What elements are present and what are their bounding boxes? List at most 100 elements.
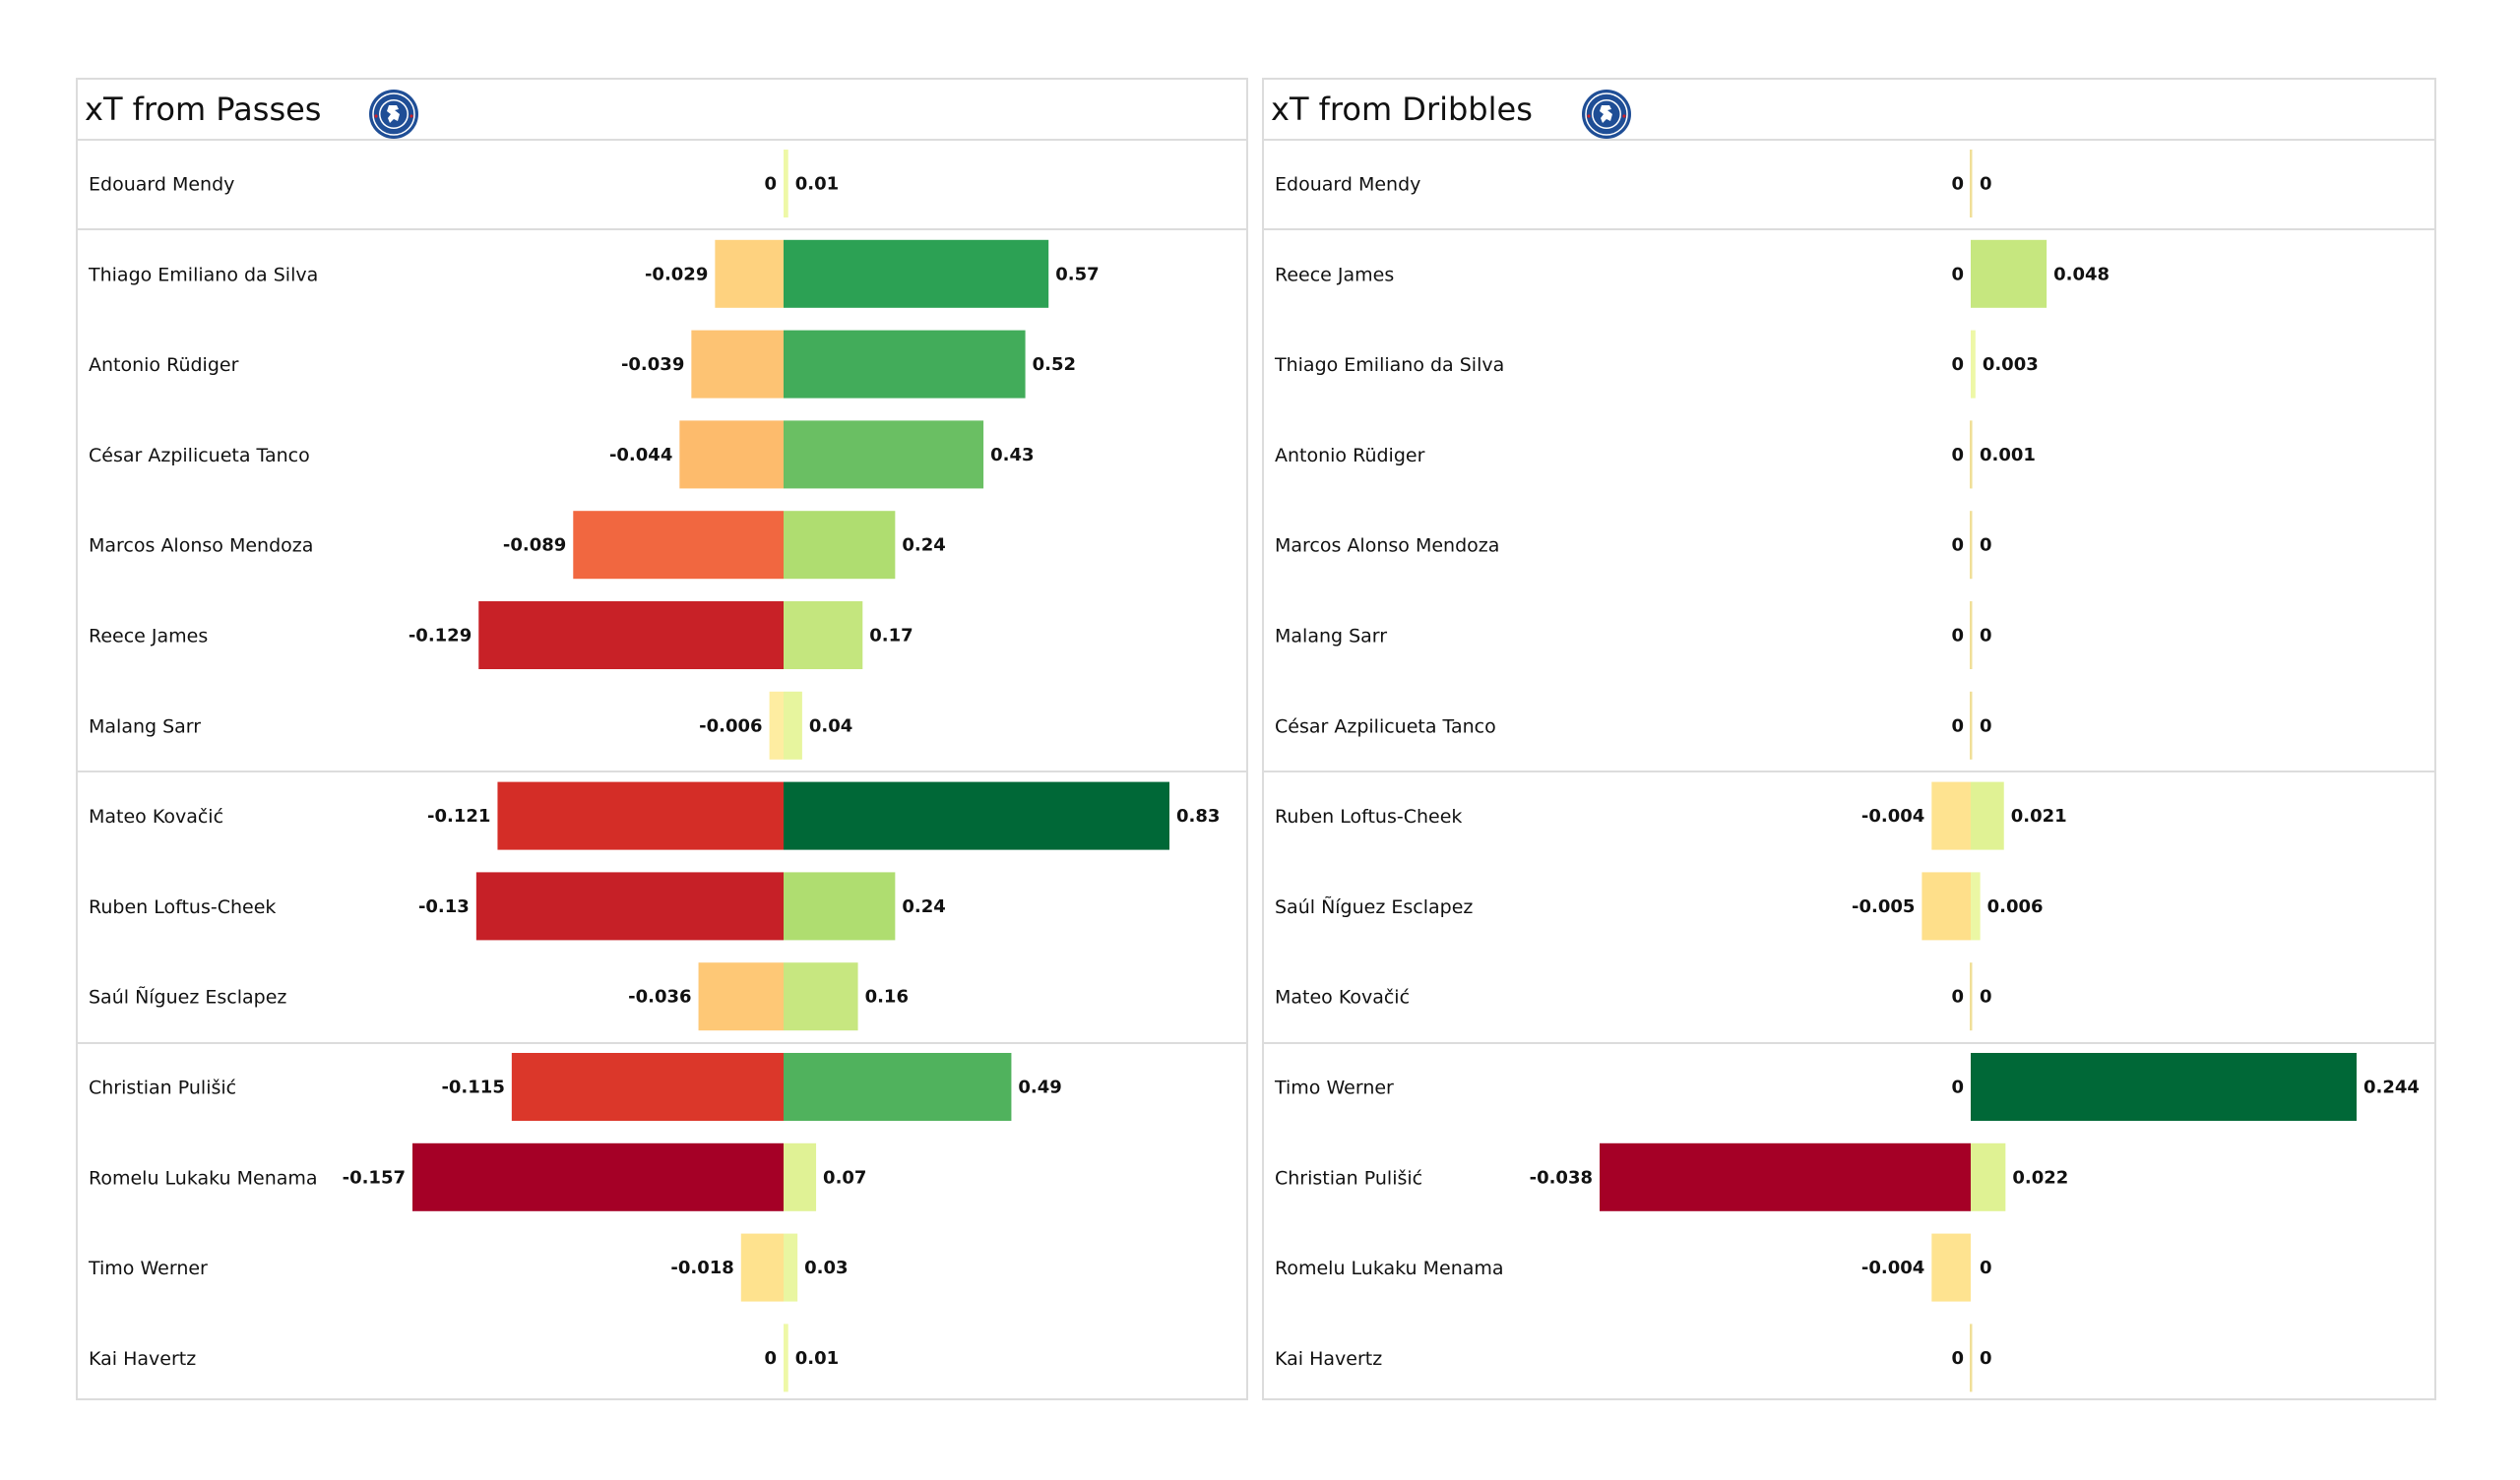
player-name: Thiago Emiliano da Silva (88, 264, 318, 285)
positive-bar (784, 1142, 817, 1211)
positive-bar (1971, 330, 1976, 399)
player-row: César Azpilicueta Tanco 0 0 (1275, 691, 1992, 760)
negative-value-label: 0 (1951, 987, 1964, 1008)
negative-value-label: -0.157 (343, 1167, 406, 1188)
player-row: Saúl Ñíguez Esclapez -0.005 0.006 (1275, 872, 2044, 941)
player-name: Malang Sarr (89, 715, 201, 737)
group-divider (1264, 228, 2434, 231)
player-row: Reece James 0 0.048 (1275, 239, 2110, 308)
zero-line (1970, 150, 1973, 217)
player-row: César Azpilicueta Tanco -0.044 0.43 (89, 420, 1035, 489)
negative-value-label: 0 (1951, 354, 1964, 375)
positive-value-label: 0.07 (823, 1167, 866, 1188)
positive-bar (784, 150, 788, 217)
group-divider (78, 771, 1246, 773)
player-name: Marcos Alonso Mendoza (1275, 535, 1499, 557)
positive-bar (1971, 781, 2004, 850)
positive-bar (1971, 872, 1981, 941)
player-row: Saúl Ñíguez Esclapez -0.036 0.16 (89, 962, 909, 1031)
player-row: Ruben Loftus-Cheek -0.13 0.24 (89, 872, 946, 941)
player-row: Mateo Kovačić -0.121 0.83 (89, 781, 1220, 850)
positive-value-label: 0 (1980, 1348, 1992, 1369)
positive-value-label: 0.49 (1018, 1078, 1061, 1098)
zero-line (1970, 1324, 1973, 1392)
player-row: Antonio Rüdiger 0 0.001 (1275, 420, 2036, 489)
player-row: Marcos Alonso Mendoza 0 0 (1275, 511, 1992, 580)
player-row: Thiago Emiliano da Silva -0.029 0.57 (88, 239, 1100, 308)
negative-value-label: -0.044 (609, 445, 672, 465)
negative-bar (691, 330, 784, 399)
negative-value-label: -0.115 (441, 1078, 504, 1098)
zero-line (1970, 691, 1973, 760)
player-name: Timo Werner (88, 1258, 208, 1279)
positive-value-label: 0.04 (809, 715, 852, 736)
player-name: Saúl Ñíguez Esclapez (89, 986, 286, 1009)
positive-bar (784, 420, 984, 489)
player-row: Malang Sarr -0.006 0.04 (89, 691, 852, 760)
positive-bar (1971, 1142, 2006, 1211)
negative-value-label: 0 (1951, 264, 1964, 284)
player-row: Thiago Emiliano da Silva 0 0.003 (1274, 330, 2039, 399)
player-row: Timo Werner 0 0.244 (1274, 1053, 2420, 1121)
negative-bar (1600, 1142, 1971, 1211)
negative-value-label: -0.121 (427, 806, 490, 827)
group-divider (78, 1041, 1246, 1044)
positive-value-label: 0.24 (902, 535, 945, 556)
positive-value-label: 0.17 (869, 626, 913, 647)
negative-bar (1922, 872, 1971, 941)
player-name: Ruben Loftus-Cheek (89, 896, 276, 918)
player-name: Romelu Lukaku Menama (89, 1167, 318, 1189)
negative-bar (740, 1233, 784, 1302)
player-row: Edouard Mendy 0 0.01 (89, 150, 839, 217)
negative-value-label: -0.004 (1861, 806, 1924, 827)
negative-bar (511, 1053, 784, 1121)
positive-bar (784, 511, 896, 580)
player-row: Malang Sarr 0 0 (1275, 601, 1992, 669)
player-row: Ruben Loftus-Cheek -0.004 0.021 (1275, 781, 2067, 850)
negative-bar (573, 511, 784, 580)
negative-value-label: -0.004 (1861, 1258, 1924, 1278)
negative-value-label: -0.038 (1530, 1167, 1593, 1188)
negative-bar (412, 1142, 784, 1211)
player-name: Romelu Lukaku Menama (1275, 1258, 1504, 1279)
negative-value-label: 0 (764, 174, 777, 195)
positive-value-label: 0 (1980, 1258, 1992, 1278)
negative-bar (478, 601, 784, 669)
player-name: Thiago Emiliano da Silva (1274, 354, 1504, 376)
negative-value-label: -0.005 (1852, 896, 1915, 917)
positive-bar (1971, 1053, 2357, 1121)
negative-bar (497, 781, 784, 850)
positive-bar (784, 1324, 788, 1392)
positive-value-label: 0 (1980, 174, 1992, 195)
player-row: Christian Pulišić -0.115 0.49 (89, 1053, 1062, 1121)
negative-value-label: -0.006 (699, 715, 762, 736)
positive-value-label: 0.03 (804, 1258, 848, 1278)
player-name: Reece James (89, 626, 208, 648)
player-name: Christian Pulišić (89, 1078, 236, 1099)
player-row: Reece James -0.129 0.17 (89, 601, 914, 669)
player-name: Edouard Mendy (89, 174, 234, 196)
player-name: Antonio Rüdiger (89, 354, 239, 376)
positive-bar (1971, 239, 2048, 308)
player-row: Timo Werner -0.018 0.03 (88, 1233, 849, 1302)
negative-bar (715, 239, 784, 308)
zero-line (1970, 420, 1973, 489)
positive-value-label: 0.244 (2363, 1078, 2420, 1098)
negative-value-label: -0.089 (503, 535, 566, 556)
negative-bar (1931, 1233, 1971, 1302)
dribbles-title: xT from Dribbles (1271, 91, 1533, 128)
negative-bar (698, 962, 784, 1031)
player-row: Antonio Rüdiger -0.039 0.52 (89, 330, 1076, 399)
negative-value-label: -0.039 (621, 354, 684, 375)
negative-value-label: -0.036 (628, 987, 691, 1008)
player-name: Antonio Rüdiger (1275, 445, 1425, 466)
positive-value-label: 0.01 (795, 1348, 839, 1369)
positive-bar (784, 601, 863, 669)
negative-value-label: -0.13 (418, 896, 470, 917)
positive-bar (784, 239, 1049, 308)
player-name: Mateo Kovačić (1275, 987, 1410, 1009)
player-row: Marcos Alonso Mendoza -0.089 0.24 (89, 511, 946, 580)
passes-panel: xT from Passes Edouard Mendy 0 0.01 Thiago … (76, 78, 1248, 1400)
negative-value-label: 0 (764, 1348, 777, 1369)
negative-value-label: -0.029 (645, 264, 708, 284)
